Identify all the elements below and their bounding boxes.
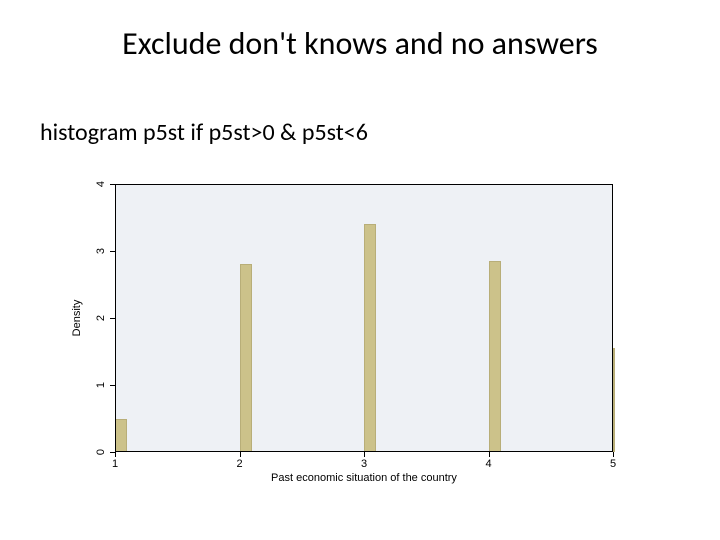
histogram-bar [613,348,615,452]
ytick-label: 2 [95,315,107,321]
ytick-mark [110,251,115,252]
slide: Exclude don't knows and no answers histo… [0,0,720,540]
xtick-mark [115,452,116,457]
ytick-label: 1 [95,382,107,388]
xtick-mark [364,452,365,457]
ytick-mark [110,385,115,386]
xtick-mark [613,452,614,457]
plot-border [115,184,613,452]
ytick-label: 3 [95,248,107,254]
ytick-mark [110,318,115,319]
xtick-label: 2 [236,458,242,470]
y-axis-label: Density [71,300,83,337]
xtick-mark [240,452,241,457]
xtick-label: 1 [112,458,118,470]
xtick-label: 4 [485,458,491,470]
ytick-label: 0 [95,449,107,455]
ytick-mark [110,184,115,185]
slide-subtitle: histogram p5st if p5st>0 & p5st<6 [40,118,368,147]
ytick-label: 4 [95,181,107,187]
histogram-chart: 0123412345DensityPast economic situation… [60,174,620,494]
xtick-label: 3 [361,458,367,470]
xtick-mark [489,452,490,457]
slide-title: Exclude don't knows and no answers [50,24,670,63]
x-axis-label: Past economic situation of the country [271,472,457,484]
xtick-label: 5 [610,458,616,470]
